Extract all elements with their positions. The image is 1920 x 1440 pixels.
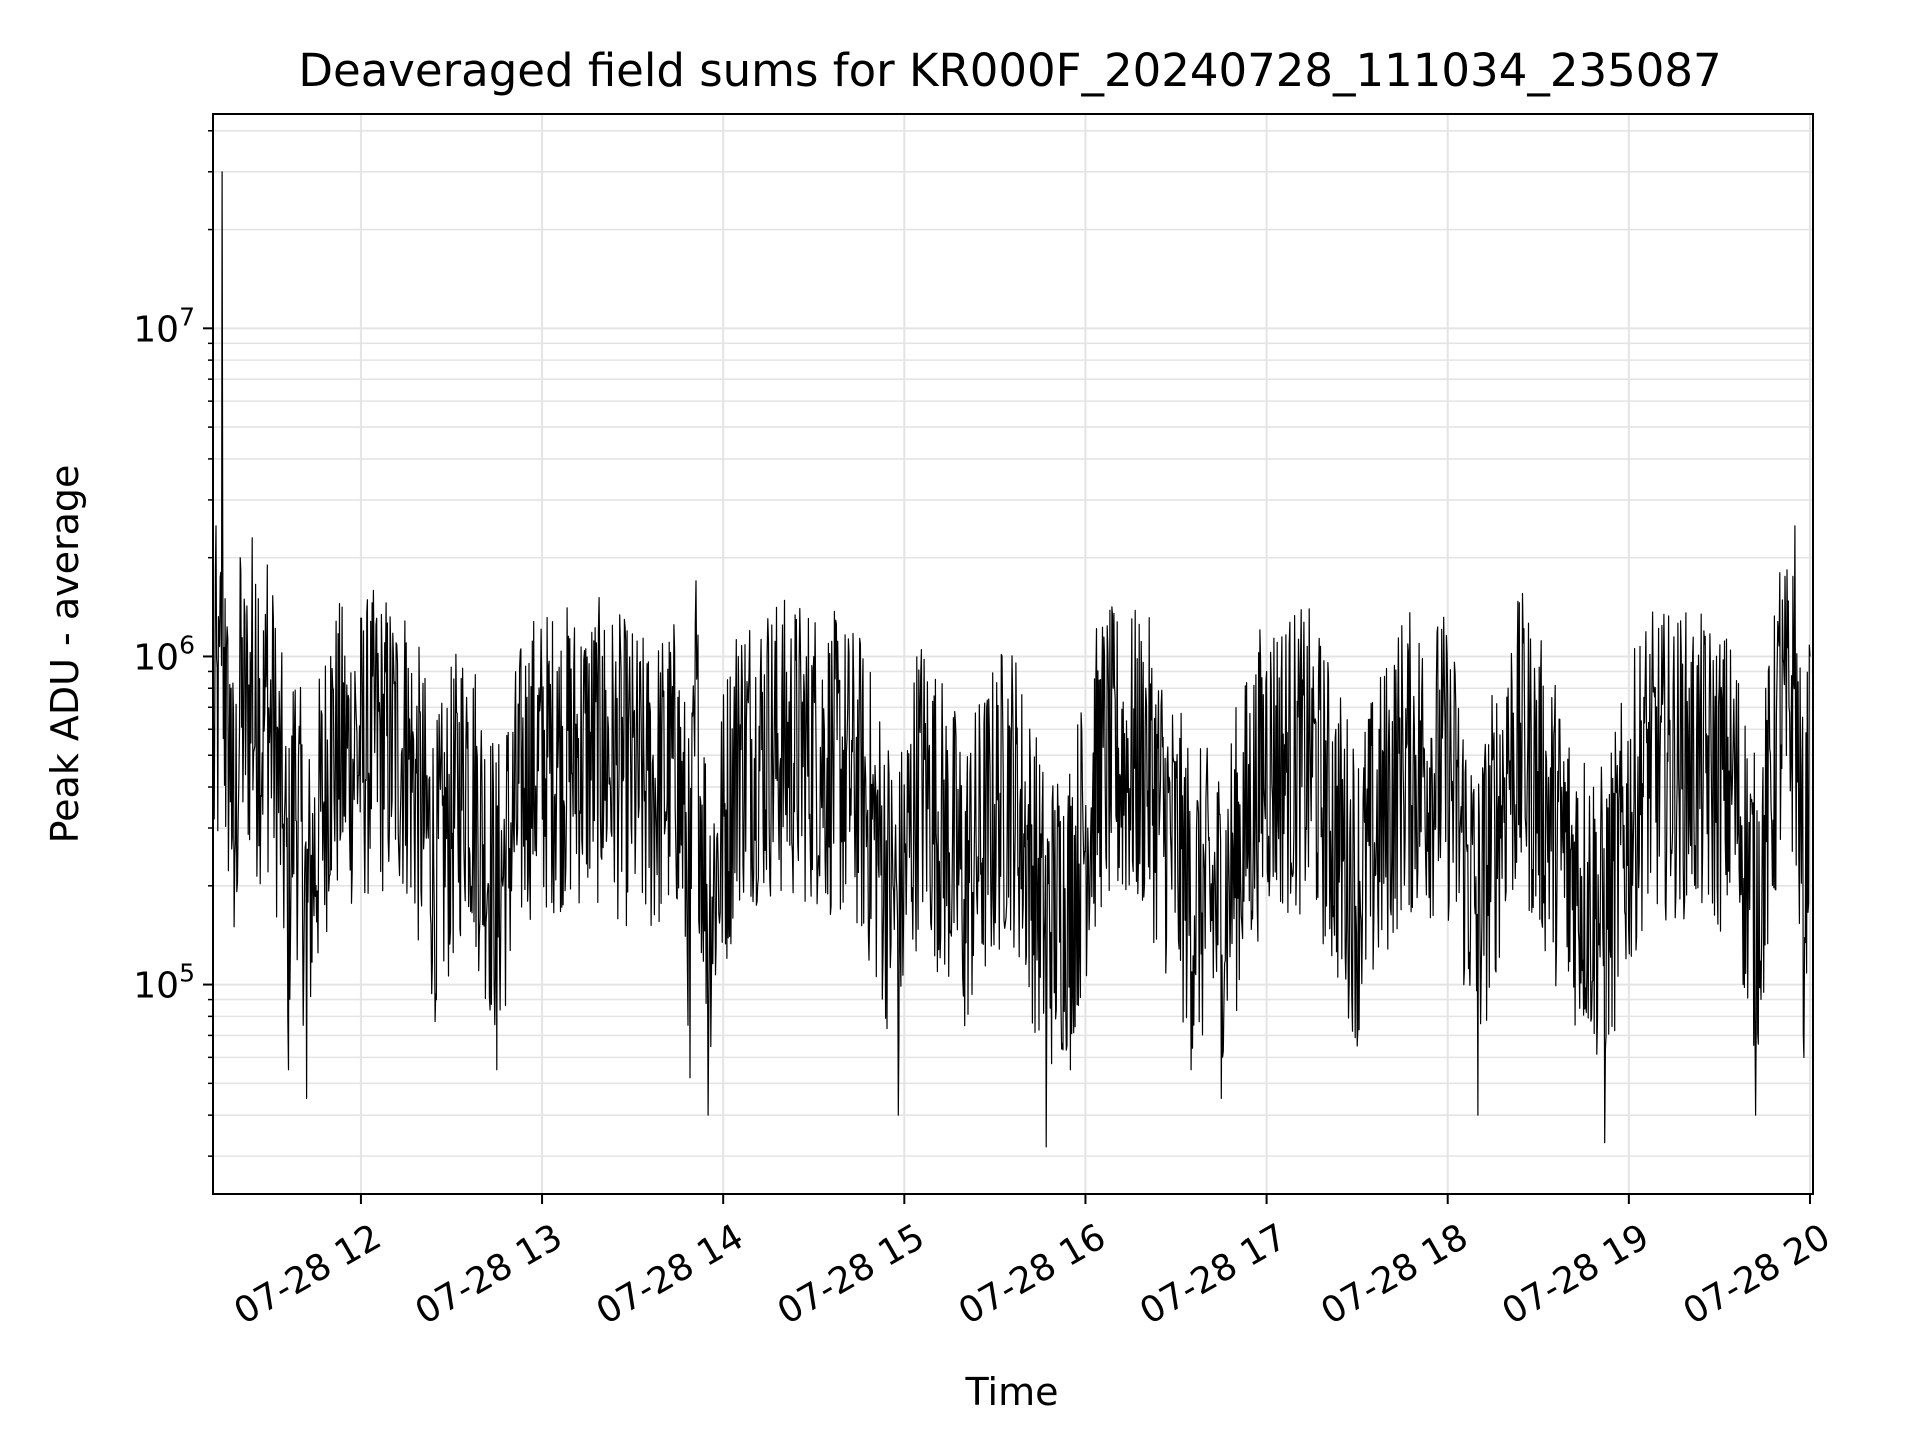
y-tick-exponent: 7	[179, 302, 195, 331]
y-tick-label: 107	[133, 302, 195, 350]
y-tick-base: 10	[133, 966, 179, 1007]
y-tick-label: 105	[133, 959, 195, 1007]
plot-frame	[212, 113, 1814, 1195]
y-axis-label: Peak ADU - average	[43, 465, 87, 844]
chart-title: Deaveraged field sums for KR000F_2024072…	[298, 44, 1721, 97]
y-tick-base: 10	[133, 309, 179, 350]
y-tick-base: 10	[133, 637, 179, 678]
x-axis-label: Time	[965, 1370, 1059, 1414]
y-tick-exponent: 6	[179, 630, 195, 659]
series-group	[212, 171, 1811, 1148]
series-line	[212, 171, 1811, 1148]
y-tick-exponent: 5	[179, 959, 195, 988]
y-tick-label: 106	[133, 630, 195, 678]
